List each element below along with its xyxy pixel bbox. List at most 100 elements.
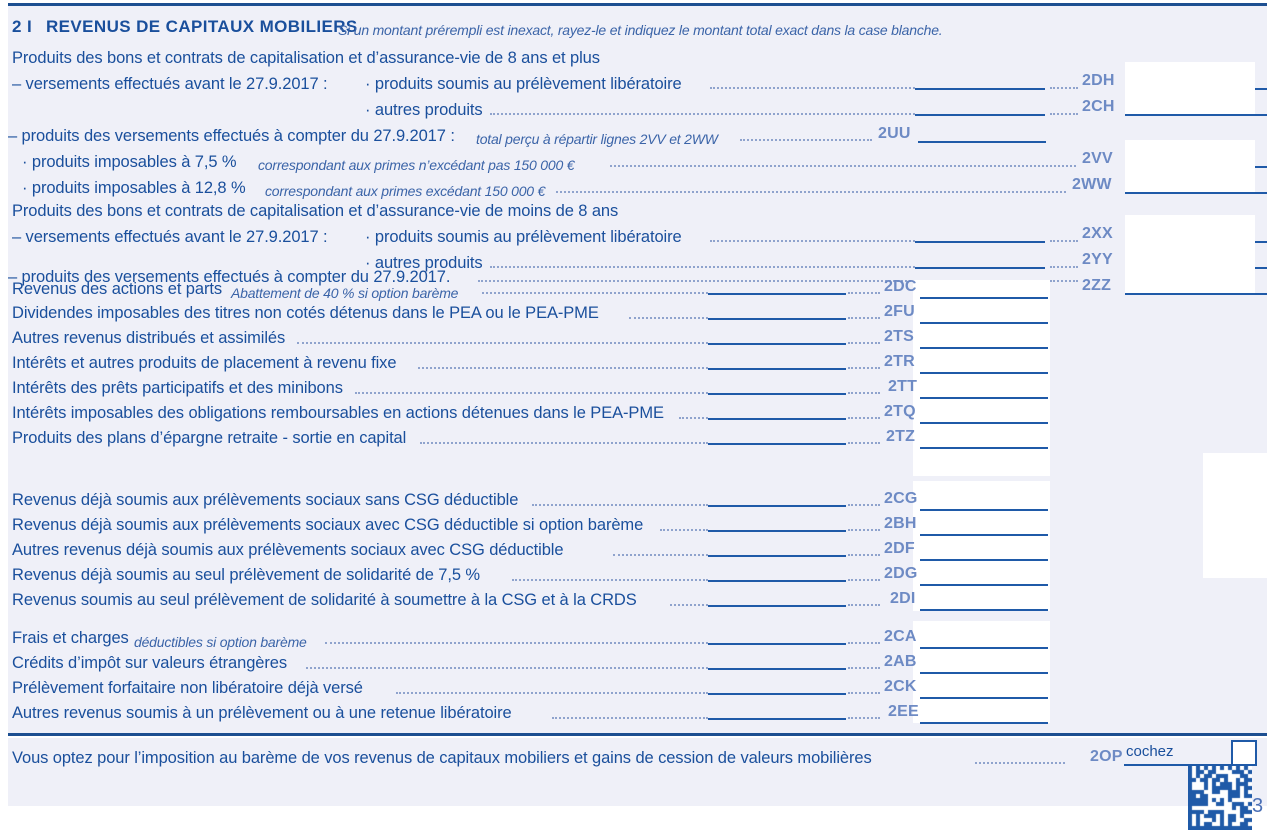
mid-rule bbox=[708, 505, 846, 507]
row-label-2df: Autres revenus déjà soumis aux prélèveme… bbox=[12, 541, 564, 559]
datamatrix-code bbox=[1188, 766, 1252, 830]
row-label-lead-2: – versements effectués avant le 27.9.201… bbox=[12, 228, 328, 246]
row-note-2vv: correspondant aux primes n’excédant pas … bbox=[258, 157, 575, 173]
leader-dots bbox=[848, 341, 880, 344]
mid-rule bbox=[708, 318, 846, 320]
row-label-2dg: Revenus déjà soumis au seul prélèvement … bbox=[12, 566, 480, 584]
group-heading-1: Produits des bons et contrats de capital… bbox=[12, 49, 600, 67]
leader-dots bbox=[848, 441, 880, 444]
row-label-2ee: Autres revenus soumis à un prélèvement o… bbox=[12, 704, 512, 722]
leader-dots bbox=[297, 341, 708, 344]
checkbox-label-cochez: cochez bbox=[1126, 743, 1174, 760]
code-2dh: 2DH bbox=[1082, 72, 1115, 89]
row-label-2tq: Intérêts imposables des obligations remb… bbox=[12, 404, 664, 422]
code-2uu: 2UU bbox=[878, 125, 911, 142]
top-rule bbox=[8, 3, 1267, 6]
leader-dots bbox=[848, 716, 880, 719]
amount-baseline-2zz bbox=[1125, 293, 1267, 295]
leader-dots bbox=[848, 366, 880, 369]
code-2tr: 2TR bbox=[884, 353, 915, 370]
code-2zz: 2ZZ bbox=[1082, 277, 1112, 294]
leader-dots bbox=[848, 553, 880, 556]
mid-rule bbox=[915, 114, 1045, 116]
amount-box-2zz[interactable] bbox=[1125, 267, 1255, 293]
row-label-2ww: · produits imposables à 12,8 % bbox=[22, 179, 246, 197]
amount-baseline-2df bbox=[920, 559, 1048, 561]
row-label-2tz: Produits des plans d’épargne retraite - … bbox=[12, 429, 407, 447]
code-2xx: 2XX bbox=[1082, 225, 1113, 242]
amount-baseline-2dc bbox=[920, 297, 1048, 299]
code-2ck: 2CK bbox=[884, 678, 917, 695]
page-title: REVENUS DE CAPITAUX MOBILIERS bbox=[46, 17, 358, 36]
code-2cg: 2CG bbox=[884, 490, 918, 507]
amount-baseline-2dg bbox=[920, 584, 1048, 586]
amount-baseline-2tq bbox=[920, 422, 1048, 424]
row-label-2dc: Revenus des actions et parts bbox=[12, 280, 222, 298]
row-label-2ch: · autres produits bbox=[365, 101, 483, 119]
row-label-lead-1: – versements effectués avant le 27.9.201… bbox=[12, 75, 328, 93]
code-2tq: 2TQ bbox=[884, 403, 916, 420]
amount-baseline-2cg bbox=[920, 509, 1048, 511]
row-label-2uu: – produits des versements effectués à co… bbox=[8, 127, 455, 145]
leader-dots bbox=[660, 528, 708, 531]
amount-box-2yy[interactable] bbox=[1125, 241, 1255, 267]
leader-dots bbox=[848, 603, 880, 606]
leader-dots bbox=[512, 578, 708, 581]
row-label-2di: Revenus soumis au seul prélèvement de so… bbox=[12, 591, 637, 609]
leader-dots bbox=[848, 391, 880, 394]
amount-box-2xx[interactable] bbox=[1125, 215, 1255, 241]
leader-dots bbox=[848, 641, 880, 644]
amount-baseline-2ee bbox=[920, 722, 1048, 724]
leader-dots bbox=[848, 578, 880, 581]
row-label-2ck: Prélèvement forfaitaire non libératoire … bbox=[12, 679, 363, 697]
code-2ww: 2WW bbox=[1072, 176, 1112, 193]
amount-box-2ww[interactable] bbox=[1125, 166, 1255, 192]
amount-box-column-b[interactable] bbox=[913, 280, 1050, 476]
row-note-2dc: Abattement de 40 % si option barème bbox=[231, 285, 459, 301]
leader-dots bbox=[532, 503, 708, 506]
leader-dots bbox=[610, 164, 1076, 167]
leader-dots bbox=[1050, 239, 1078, 242]
code-2yy: 2YY bbox=[1082, 251, 1113, 268]
leader-dots bbox=[1050, 279, 1078, 282]
amount-baseline-2bh bbox=[920, 534, 1048, 536]
leader-dots bbox=[975, 761, 1065, 764]
section-number: 2 I bbox=[12, 17, 33, 36]
code-2df: 2DF bbox=[884, 540, 915, 557]
leader-dots bbox=[552, 716, 708, 719]
mid-rule bbox=[915, 88, 1045, 90]
row-label-2tr: Intérêts et autres produits de placement… bbox=[12, 354, 397, 372]
row-label-2vv: · produits imposables à 7,5 % bbox=[22, 153, 237, 171]
amount-baseline-2ca bbox=[920, 647, 1048, 649]
row-note-2ca: déductibles si option barème bbox=[134, 634, 307, 650]
code-2ab: 2AB bbox=[884, 653, 917, 670]
option-2op-checkbox[interactable] bbox=[1231, 740, 1257, 766]
amount-box-2dh[interactable] bbox=[1125, 62, 1255, 88]
code-2ts: 2TS bbox=[884, 328, 914, 345]
leader-dots bbox=[613, 553, 708, 556]
row-label-2ts: Autres revenus distribués et assimilés bbox=[12, 329, 286, 347]
leader-dots bbox=[418, 366, 708, 369]
code-2vv: 2VV bbox=[1082, 150, 1113, 167]
amount-baseline-2ww bbox=[1125, 192, 1267, 194]
code-2fu: 2FU bbox=[884, 303, 915, 320]
code-2dg: 2DG bbox=[884, 565, 918, 582]
row-label-2tt: Intérêts des prêts participatifs et des … bbox=[12, 379, 343, 397]
leader-dots bbox=[848, 316, 880, 319]
mid-rule bbox=[915, 267, 1045, 269]
amount-baseline-2ch bbox=[1125, 114, 1267, 116]
leader-dots bbox=[1050, 265, 1078, 268]
group-heading-2: Produits des bons et contrats de capital… bbox=[12, 202, 619, 220]
page-number: 3 bbox=[1252, 795, 1264, 817]
amount-box-2ch[interactable] bbox=[1125, 88, 1255, 114]
leader-dots bbox=[848, 691, 880, 694]
mid-rule bbox=[708, 580, 846, 582]
leader-dots bbox=[325, 641, 708, 644]
amount-box-column-c[interactable] bbox=[913, 481, 1050, 611]
amount-baseline-2tr bbox=[920, 372, 1048, 374]
mid-rule bbox=[708, 555, 846, 557]
amount-box-2vv[interactable] bbox=[1125, 140, 1255, 166]
amount-baseline-2uu[interactable] bbox=[918, 141, 1046, 143]
row-label-2bh: Revenus déjà soumis aux prélèvements soc… bbox=[12, 516, 644, 534]
